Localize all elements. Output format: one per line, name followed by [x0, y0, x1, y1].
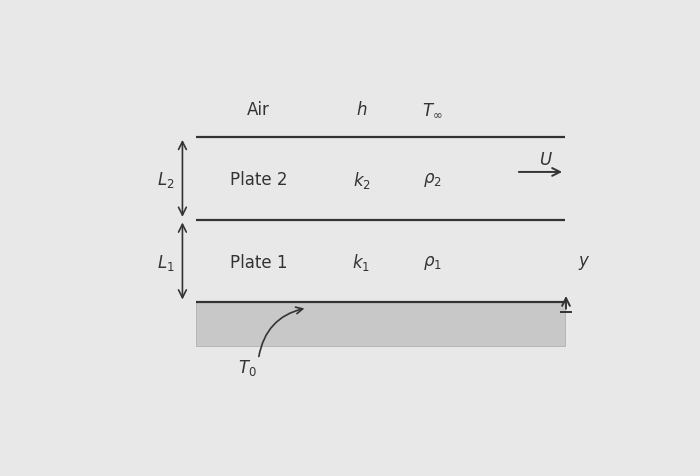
Text: $T_{\infty}$: $T_{\infty}$ — [421, 101, 442, 119]
Text: $L_2$: $L_2$ — [158, 170, 175, 190]
Text: $k_2$: $k_2$ — [353, 169, 370, 190]
Text: $T_0$: $T_0$ — [238, 357, 257, 377]
Text: $U$: $U$ — [539, 151, 553, 169]
Text: $\rho_2$: $\rho_2$ — [423, 171, 442, 189]
Bar — [196, 303, 565, 347]
Text: $h$: $h$ — [356, 101, 368, 119]
Text: $L_1$: $L_1$ — [158, 252, 175, 272]
Text: $\rho_1$: $\rho_1$ — [423, 253, 442, 271]
Text: $k_1$: $k_1$ — [353, 252, 370, 273]
Text: Air: Air — [247, 101, 270, 119]
Text: Plate 2: Plate 2 — [230, 171, 287, 189]
Text: Plate 1: Plate 1 — [230, 253, 287, 271]
Text: $y$: $y$ — [578, 253, 591, 271]
